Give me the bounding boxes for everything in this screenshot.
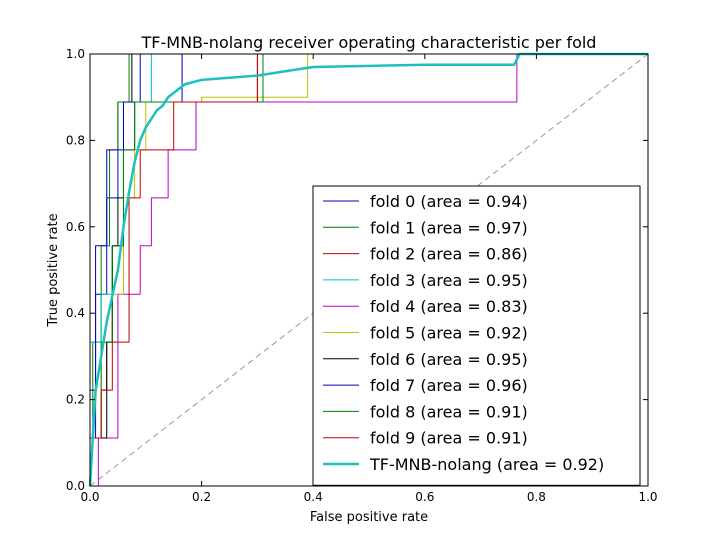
legend-label: fold 6 (area = 0.95) (370, 350, 528, 369)
y-axis-label: True positive rate (46, 213, 61, 327)
x-tick-label: 0.0 (80, 490, 99, 504)
axes-frame (89, 53, 649, 487)
x-tick-label: 1.0 (638, 490, 657, 504)
legend-label: fold 3 (area = 0.95) (370, 271, 528, 290)
legend-label: fold 9 (area = 0.91) (370, 429, 528, 448)
x-tick-label: 0.2 (192, 490, 211, 504)
legend-label: fold 5 (area = 0.92) (370, 324, 528, 343)
y-tick-label: 1.0 (66, 47, 85, 61)
y-tick-label: 0.2 (66, 393, 85, 407)
legend-label: fold 0 (area = 0.94) (370, 192, 528, 211)
x-tick-label: 0.6 (415, 490, 434, 504)
x-tick-label: 0.4 (304, 490, 323, 504)
y-tick-label: 0.6 (66, 220, 85, 234)
legend-label: fold 7 (area = 0.96) (370, 376, 528, 395)
legend-label: fold 1 (area = 0.97) (370, 218, 528, 237)
legend-label: fold 2 (area = 0.86) (370, 245, 528, 264)
legend-label: fold 4 (area = 0.83) (370, 297, 528, 316)
y-tick-label: 0.4 (66, 306, 85, 320)
axis-ticks: 0.0 0.2 0.4 0.6 0.8 1.0 0.0 0.2 0.4 0.6 0.8 1.0 (66, 47, 658, 504)
legend-label: TF-MNB-nolang (area = 0.92) (369, 455, 604, 474)
x-axis-label: False positive rate (310, 510, 428, 525)
legend-box (312, 185, 641, 486)
y-tick-label: 0.8 (66, 133, 85, 147)
y-tick-label: 0.0 (66, 479, 85, 493)
series-line-mean (88, 52, 648, 487)
series-line-fold-4 (90, 53, 648, 487)
legend: fold 0 (area = 0.94) fold 1 (area = 0.97)… (312, 185, 641, 486)
chart-title: TF-MNB-nolang receiver operating charact… (141, 33, 597, 52)
x-tick-label: 0.8 (527, 490, 546, 504)
legend-label: fold 8 (area = 0.91) (370, 402, 528, 421)
